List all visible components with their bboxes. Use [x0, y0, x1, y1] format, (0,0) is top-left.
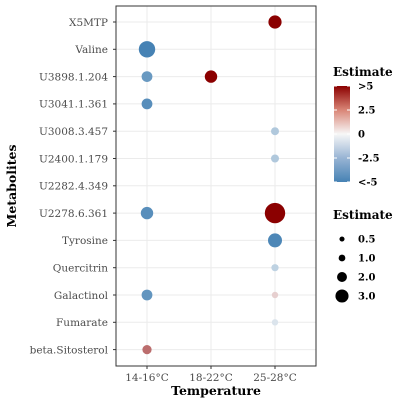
size-legend-dot [335, 289, 349, 303]
data-point [138, 41, 156, 58]
data-point [268, 15, 282, 29]
data-point [268, 233, 282, 248]
y-tick-labels: X5MTP Valine U3898.1.204 U3041.1.361 U3008.3… [30, 17, 116, 356]
size-legend-label: 0.5 [358, 235, 375, 246]
color-legend-label: -2.5 [358, 154, 380, 165]
data-point [141, 289, 153, 301]
y-tick-label: U3008.3.457 [39, 126, 108, 138]
data-point [141, 71, 153, 82]
size-legend-dot [339, 236, 345, 242]
y-tick-label: Tyrosine [62, 235, 108, 247]
x-axis-title: Temperature [171, 383, 261, 398]
color-legend-bar [334, 86, 350, 182]
size-legend-label: 2.0 [358, 273, 375, 284]
data-point [204, 70, 218, 83]
color-legend-label: 2.5 [358, 106, 375, 117]
color-legend-labels: >5 2.5 0 -2.5 <-5 [334, 82, 380, 189]
size-legend-items: 0.5 1.0 2.0 3.0 [335, 235, 375, 303]
data-point [271, 291, 279, 299]
size-legend-label: 3.0 [358, 292, 375, 303]
x-tick-label: 18-22°C [189, 372, 233, 384]
size-legend-label: 1.0 [358, 254, 375, 265]
color-legend-label: <-5 [358, 178, 378, 189]
y-tick-label: U2400.1.179 [39, 153, 108, 165]
size-legend-dot [337, 272, 347, 282]
data-point [142, 345, 152, 355]
size-legend: Estimate 0.5 1.0 2.0 3.0 [333, 208, 393, 303]
color-legend-label: 0 [358, 130, 365, 141]
x-tick-label: 14-16°C [125, 372, 169, 384]
size-legend-title: Estimate [333, 208, 393, 222]
y-tick-label: U2278.6.361 [39, 208, 108, 220]
color-legend-label: >5 [358, 82, 373, 93]
y-tick-label: Quercitrin [53, 263, 108, 275]
x-tick-label: 25-28°C [253, 372, 297, 384]
data-points [138, 15, 286, 355]
y-tick-label: Galactinol [54, 290, 109, 302]
y-tick-label: X5MTP [69, 17, 108, 29]
data-point [271, 154, 279, 163]
data-point [141, 98, 153, 110]
y-tick-label: Valine [74, 44, 108, 56]
data-point [264, 202, 286, 224]
x-tick-labels: 14-16°C 18-22°C 25-28°C [125, 366, 297, 384]
y-tick-label: beta.Sitosterol [30, 344, 109, 356]
color-legend: Estimate >5 2.5 0 -2.5 <-5 [333, 65, 393, 189]
y-tick-label: U2282.4.349 [39, 181, 108, 193]
size-legend-dot [338, 254, 346, 262]
data-point [271, 264, 279, 272]
data-point [140, 206, 154, 220]
data-point [271, 319, 279, 326]
color-legend-title: Estimate [333, 65, 393, 79]
y-axis-title: Metabolites [4, 144, 19, 227]
data-point [271, 127, 279, 136]
y-tick-label: U3041.1.361 [39, 99, 108, 111]
y-tick-label: Fumarate [56, 317, 108, 329]
y-tick-label: U3898.1.204 [39, 71, 108, 83]
